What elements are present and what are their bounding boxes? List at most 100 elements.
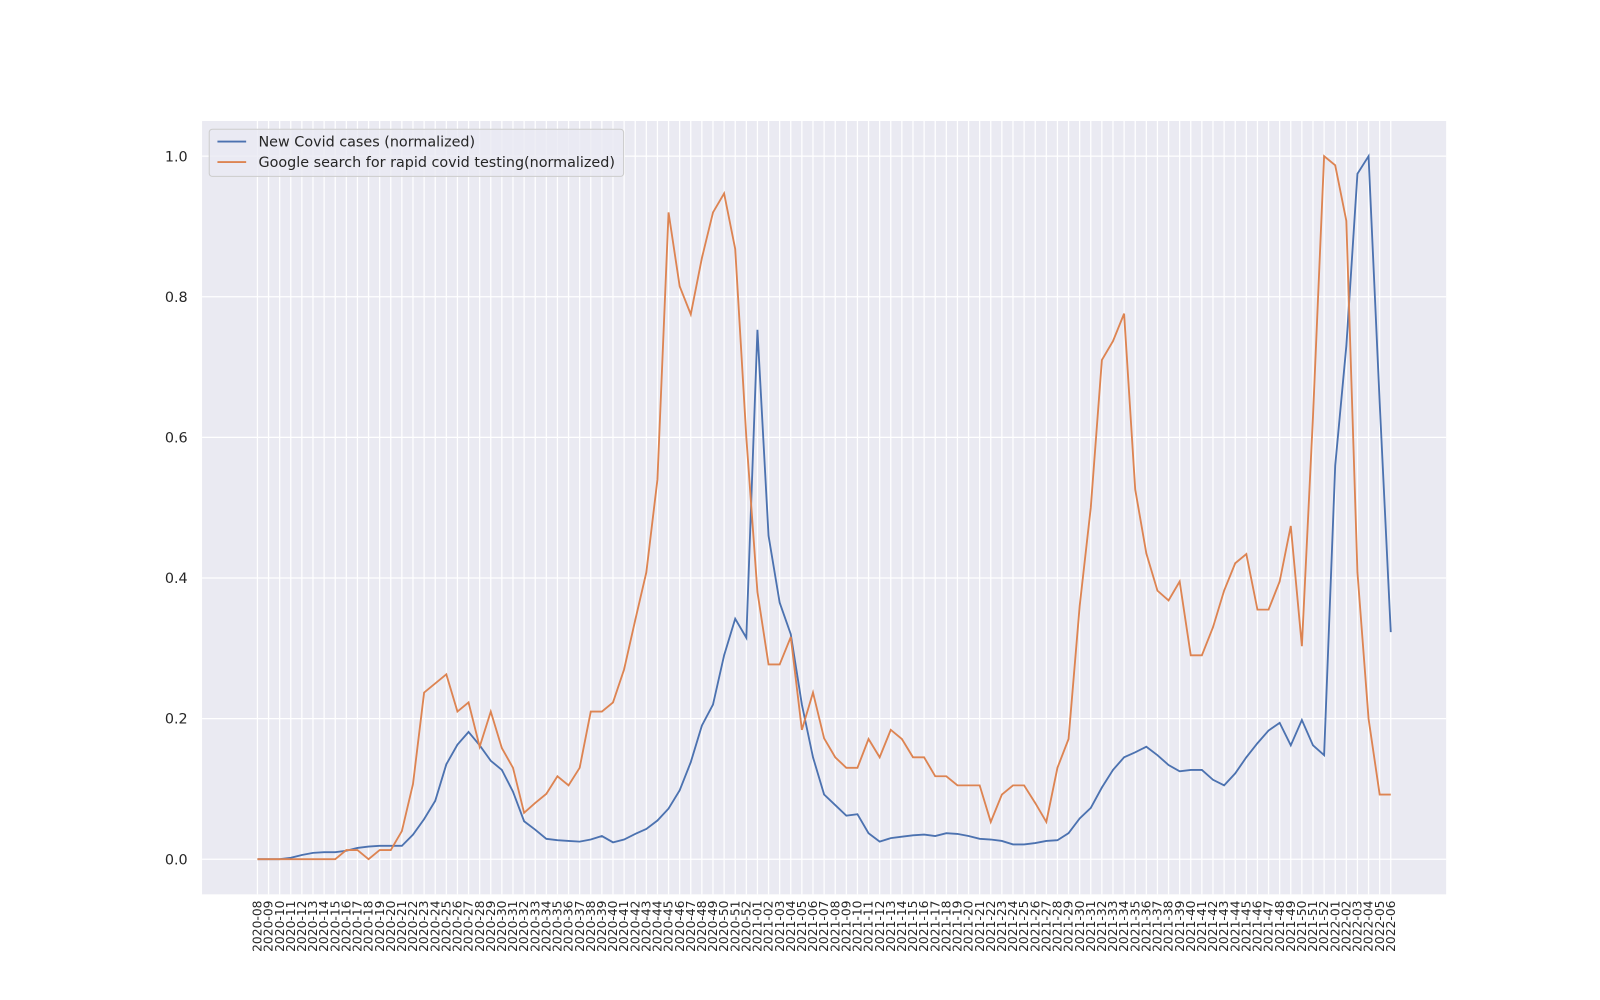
legend: New Covid cases (normalized) Google searc… — [208, 128, 625, 177]
x-tick-label: 2020-42 — [628, 901, 642, 952]
x-tick-label: 2020-13 — [306, 901, 320, 952]
x-tick-label: 2021-52 — [1317, 901, 1331, 952]
x-tick-label: 2020-34 — [539, 900, 553, 952]
x-tick-label: 2020-11 — [284, 901, 298, 952]
x-tick-label: 2021-19 — [951, 901, 965, 952]
x-tick-label: 2021-15 — [906, 901, 920, 952]
x-tick-label: 2021-31 — [1084, 901, 1098, 952]
x-tick-label: 2020-19 — [373, 901, 387, 952]
x-tick-label: 2020-27 — [462, 901, 476, 952]
x-tick-label: 2020-40 — [606, 901, 620, 952]
lines — [257, 153, 1392, 861]
x-tick-label: 2021-01 — [751, 901, 765, 952]
x-tick-label: 2021-46 — [1251, 900, 1265, 952]
x-tick-label: 2020-30 — [495, 901, 509, 952]
x-tick-label: 2021-12 — [873, 901, 887, 952]
x-tick-label: 2020-46 — [673, 900, 687, 952]
x-tick-label: 2021-47 — [1262, 901, 1276, 952]
x-tick-label: 2020-22 — [406, 901, 420, 952]
x-tick-label: 2020-21 — [395, 901, 409, 952]
x-tick-label: 2020-37 — [573, 901, 587, 952]
x-tick-label: 2021-04 — [784, 900, 798, 952]
x-tick-label: 2020-14 — [317, 900, 331, 952]
x-tick-label: 2021-40 — [1184, 901, 1198, 952]
legend-label: New Covid cases (normalized) — [258, 135, 475, 151]
x-tick-label: 2021-43 — [1217, 901, 1231, 952]
x-tick-label: 2022-01 — [1328, 901, 1342, 952]
x-tick-label: 2020-15 — [328, 901, 342, 952]
x-tick-label: 2021-48 — [1273, 901, 1287, 952]
x-tick-label: 2020-44 — [651, 900, 665, 952]
x-tick-label: 2020-35 — [551, 901, 565, 952]
x-tick-label: 2020-43 — [639, 901, 653, 952]
x-tick-label: 2021-06 — [806, 900, 820, 952]
x-tick-label: 2020-31 — [506, 901, 520, 952]
x-tick-label: 2020-09 — [262, 901, 276, 952]
x-tick-label: 2020-39 — [595, 901, 609, 952]
x-tick-label: 2021-44 — [1228, 900, 1242, 952]
x-tick-label: 2020-38 — [584, 901, 598, 952]
x-tick-label: 2020-33 — [528, 901, 542, 952]
x-tick-label: 2021-24 — [1006, 900, 1020, 952]
x-tick-label: 2020-47 — [684, 901, 698, 952]
x-tick-label: 2020-16 — [339, 900, 353, 952]
x-tick-label: 2021-34 — [1117, 900, 1131, 952]
x-tick-label: 2021-17 — [928, 901, 942, 952]
x-tick-label: 2021-33 — [1106, 901, 1120, 952]
x-tick-label: 2021-03 — [773, 901, 787, 952]
x-tick-label: 2020-24 — [428, 900, 442, 952]
x-tick-label: 2021-26 — [1028, 900, 1042, 952]
x-tick-label: 2021-13 — [884, 901, 898, 952]
x-tick-label: 2020-18 — [362, 901, 376, 952]
x-tick-label: 2021-30 — [1073, 901, 1087, 952]
x-tick-label: 2021-11 — [862, 901, 876, 952]
x-tick-label: 2020-48 — [695, 901, 709, 952]
x-tick-label: 2021-51 — [1306, 901, 1320, 952]
x-tick-label: 2020-28 — [473, 901, 487, 952]
legend-box — [208, 128, 625, 177]
x-tick-label: 2020-41 — [617, 901, 631, 952]
x-tick-label: 2020-26 — [451, 900, 465, 952]
x-tick-label: 2021-36 — [1139, 900, 1153, 952]
y-tick-label: 0.6 — [165, 431, 188, 447]
x-tick-label: 2021-14 — [895, 900, 909, 952]
x-tick-label: 2020-10 — [273, 901, 287, 952]
series-line — [257, 153, 1392, 861]
x-tick-label: 2020-50 — [717, 901, 731, 952]
x-tick-label: 2021-38 — [1162, 901, 1176, 952]
x-tick-label: 2021-42 — [1206, 901, 1220, 952]
x-tick-label: 2020-52 — [739, 901, 753, 952]
y-tick-label: 0.8 — [165, 290, 188, 306]
x-tick-label: 2021-09 — [839, 901, 853, 952]
x-tick-label: 2021-32 — [1095, 901, 1109, 952]
x-tick-label: 2022-04 — [1362, 900, 1376, 952]
x-tick-label: 2021-21 — [973, 901, 987, 952]
x-tick-label: 2021-22 — [984, 901, 998, 952]
series-line — [257, 154, 1391, 861]
y-tick-label: 1.0 — [165, 149, 188, 165]
x-tick-label: 2022-06 — [1384, 900, 1398, 952]
x-tick-label: 2022-03 — [1351, 901, 1365, 952]
x-tick-label: 2021-02 — [762, 901, 776, 952]
x-tick-label: 2021-45 — [1239, 901, 1253, 952]
x-tick-label: 2020-20 — [384, 901, 398, 952]
x-tick-label: 2021-18 — [939, 901, 953, 952]
x-tick-label: 2022-05 — [1373, 901, 1387, 952]
x-tick-label: 2020-12 — [295, 901, 309, 952]
y-tick-label: 0.0 — [165, 852, 188, 868]
x-tick-label: 2021-41 — [1195, 901, 1209, 952]
x-tick-label: 2020-25 — [439, 901, 453, 952]
x-tick-label: 2021-27 — [1039, 901, 1053, 952]
x-tick-label: 2021-20 — [962, 901, 976, 952]
x-tick-label: 2021-49 — [1284, 901, 1298, 952]
x-tick-label: 2020-49 — [706, 901, 720, 952]
x-tick-label: 2020-17 — [351, 901, 365, 952]
x-tick-label: 2020-29 — [484, 901, 498, 952]
x-tick-label: 2021-39 — [1173, 901, 1187, 952]
x-tick-label: 2021-16 — [917, 900, 931, 952]
x-tick-label: 2022-02 — [1339, 901, 1353, 952]
x-tick-label: 2020-51 — [728, 901, 742, 952]
x-tick-label: 2021-10 — [851, 901, 865, 952]
x-tick-label: 2021-23 — [995, 901, 1009, 952]
